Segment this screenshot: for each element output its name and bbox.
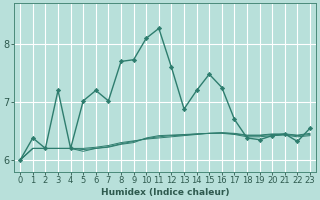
X-axis label: Humidex (Indice chaleur): Humidex (Indice chaleur) xyxy=(101,188,229,197)
